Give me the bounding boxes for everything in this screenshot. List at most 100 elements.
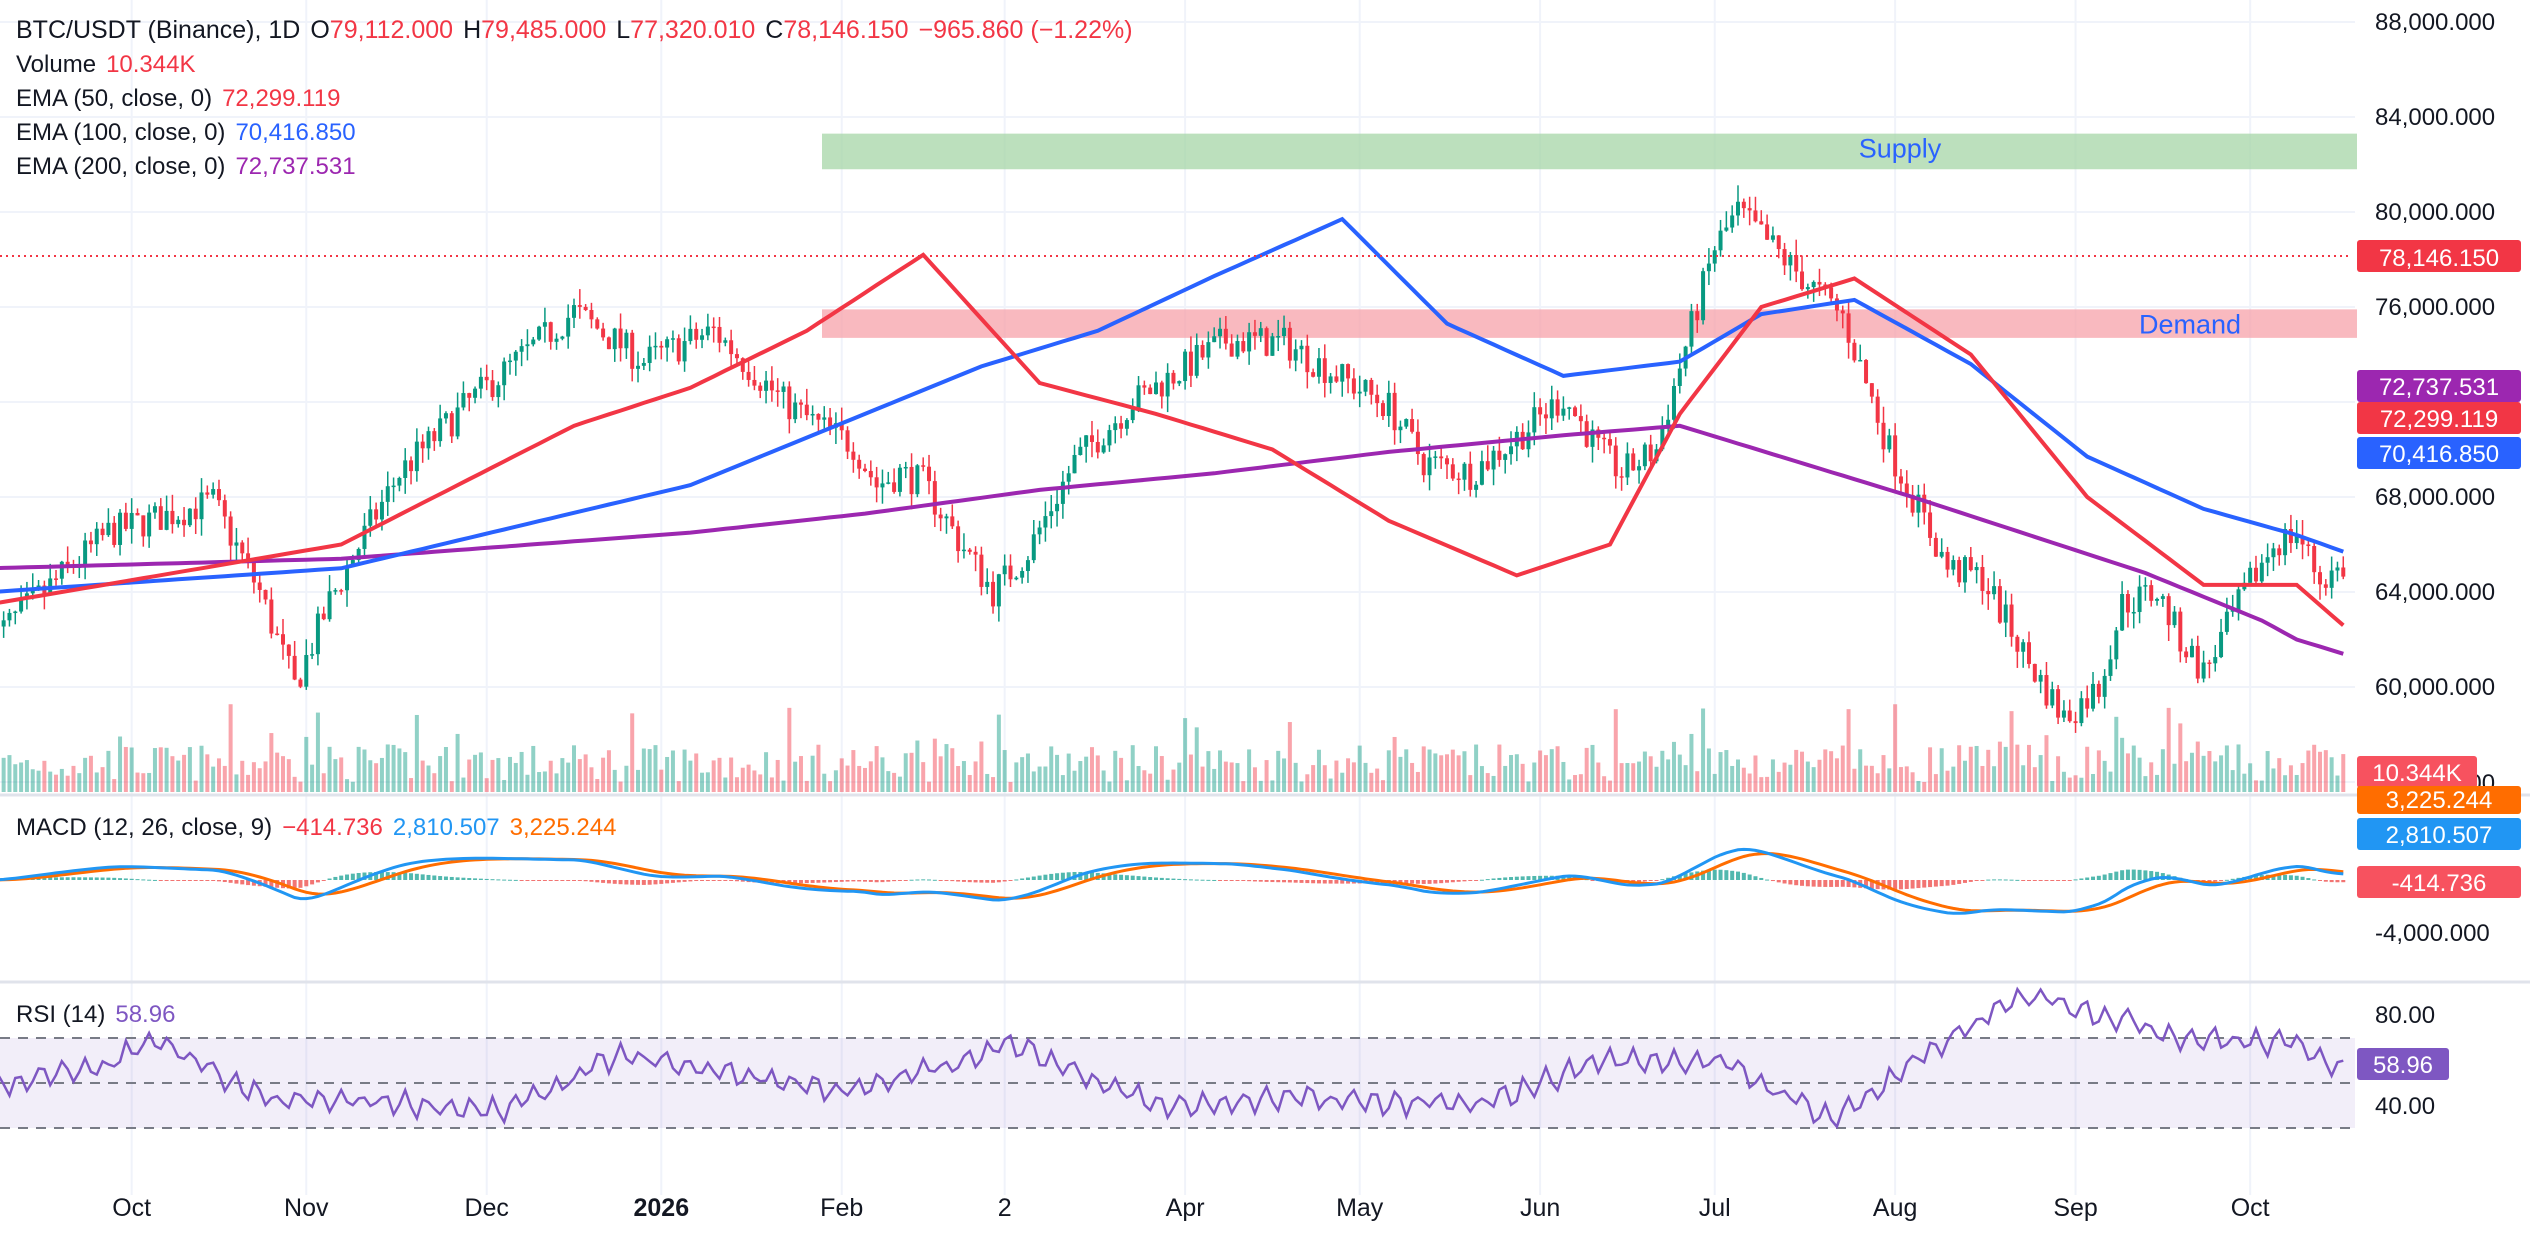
ema50-legend[interactable]: EMA (50, close, 0) 72,299.119 [16,85,341,112]
macd-hist-bar [572,880,576,881]
volume-bar [36,770,41,792]
macd-hist-bar [507,879,512,881]
volume-bar [2027,744,2031,792]
ema100-legend[interactable]: EMA (100, close, 0) 70,416.850 [16,119,356,146]
macd-hist-bar [1928,880,1933,888]
volume-bar [1986,749,1991,792]
candle [1543,414,1548,419]
candle [606,337,611,350]
candle [863,468,867,472]
volume-bar [2091,774,2096,792]
symbol-title[interactable]: BTC/USDT (Binance), 1D [16,16,301,44]
volume-bar [653,745,658,792]
macd-hist-bar [1322,880,1327,884]
candle [764,380,769,391]
rsi-legend[interactable]: RSI (14) 58.96 [16,1001,176,1028]
volume-bar [1142,770,1147,792]
candle [2061,710,2066,718]
macd-hist-bar [94,877,99,880]
volume-bar [2178,723,2183,792]
volume-bar [193,780,198,792]
time-axis[interactable]: SepOctNovDec2026Feb2AprMayJunJulAugSepOc… [0,1194,2270,1222]
macd-hist-bar [897,880,902,881]
macd-hist-bar [1479,879,1484,881]
volume-bar [1020,757,1025,792]
candle [432,431,437,442]
macd-hist-bar [193,880,198,881]
macd-hist-bar [1852,880,1857,888]
svg-text:72,737.531: 72,737.531 [2379,374,2499,401]
macd-hist-bar [2131,869,2136,880]
volume-bar [502,779,507,792]
volume-bar [647,749,652,792]
price-axis[interactable]: 88,000.000 84,000.000 80,000.000 76,000.000… [2375,9,2495,1120]
volume-bar [956,765,961,792]
candle [240,542,245,554]
macd-hist-bar [1864,880,1869,889]
macd-hist-bar [1846,880,1851,887]
candle [1229,343,1234,357]
candle [775,390,780,392]
volume-bar [1980,765,1985,792]
candle [2155,598,2160,601]
volume-bar [205,754,210,792]
volume-bar [1049,746,1054,792]
macd-hist-bar [1968,880,1973,882]
volume-bar [2189,752,2194,792]
volume-bar [496,758,501,792]
candle [211,489,216,495]
volume-legend[interactable]: Volume 10.344K [16,51,196,78]
volume-bar [2038,755,2043,792]
macd-hist-bar [1730,870,1735,880]
volume-bar [1701,708,1706,792]
candle [1340,364,1345,382]
macd-hist-bar [397,872,402,880]
volume-bar [1392,736,1397,792]
macd-legend[interactable]: MACD (12, 26, close, 9) −414.736 2,810.507… [16,814,617,841]
volume-bar [1159,756,1164,792]
symbol-legend[interactable]: BTC/USDT (Binance), 1D O79,112.000 H79,485… [16,16,1133,44]
candle [1747,208,1752,211]
candle [2323,584,2328,588]
volume-bar [2044,735,2049,792]
macd-hist-bar [1951,880,1956,885]
volume-bar [147,772,152,792]
candle [1695,311,1700,321]
candle [1671,385,1676,420]
macd-hist-bar [647,880,652,885]
volume-bar [903,753,908,792]
candle [1380,403,1385,417]
macd-hist-bar [868,880,873,882]
candle [2184,651,2189,658]
candle [222,500,227,517]
volume-bar [2283,775,2288,792]
volume-bar [1264,760,1269,792]
macd-hist-bar [612,880,617,884]
macd-hist-bar [170,880,175,881]
macd-hist-bar [1468,880,1473,881]
candle [950,516,955,527]
volume-bar [24,760,29,792]
macd-hist-bar [944,880,949,881]
candle [135,512,140,516]
macd-hist-bar [1706,870,1711,880]
candle [1759,221,1764,225]
macd-hist-bar [513,879,518,881]
volume-bar [1427,749,1432,792]
candle [2085,698,2090,709]
volume-bar [467,759,472,792]
macd-hist-bar [502,879,507,881]
candle [542,322,547,327]
macd-hist-bar [1008,880,1013,881]
candle [804,404,809,416]
macd-hist-bar [1014,879,1019,881]
volume-bar [1910,772,1915,792]
volume-bar [1258,780,1263,792]
candle [2149,585,2154,601]
ema200-legend[interactable]: EMA (200, close, 0) 72,737.531 [16,153,356,180]
volume-bar [606,750,611,792]
volume-bar [1800,751,1805,792]
volume-bar [2021,765,2026,792]
macd-hist-bar [1206,879,1211,881]
